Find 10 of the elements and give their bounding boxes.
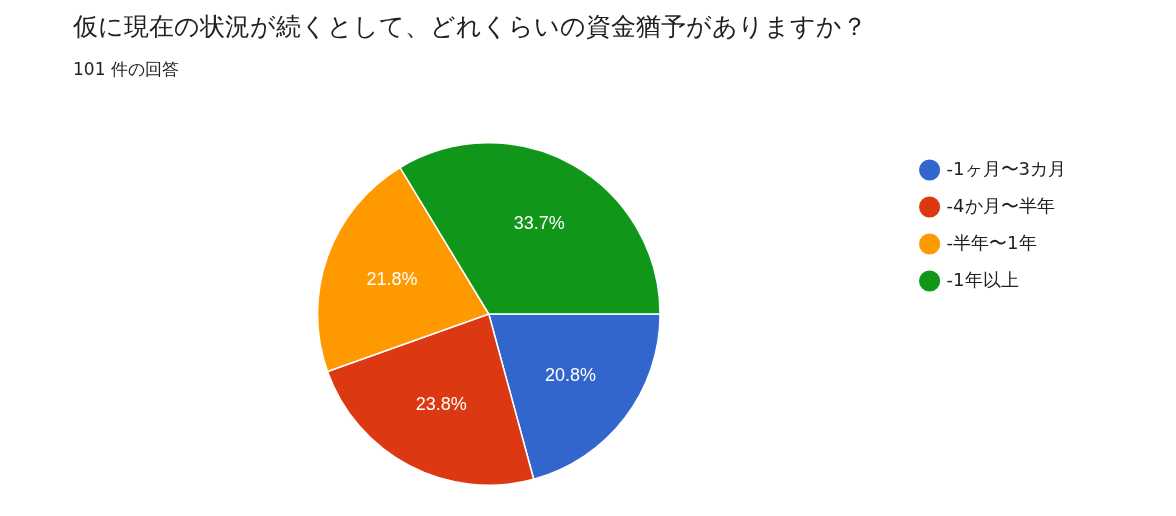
- legend-label: -4か月〜半年: [946, 194, 1055, 216]
- chart-title: 仮に現在の状況が続くとして、どれくらいの資金猶予がありますか？: [73, 11, 867, 43]
- legend-label: -1ヶ月〜3カ月: [946, 157, 1067, 179]
- legend-label: -半年〜1年: [946, 231, 1037, 253]
- legend-label: -1年以上: [946, 268, 1019, 290]
- data-label: 21.8%: [366, 268, 418, 289]
- data-label: 20.8%: [544, 365, 596, 386]
- data-label: 33.7%: [513, 213, 565, 234]
- text: 101 件の回答: [73, 58, 179, 81]
- data-label: 23.8%: [415, 394, 467, 415]
